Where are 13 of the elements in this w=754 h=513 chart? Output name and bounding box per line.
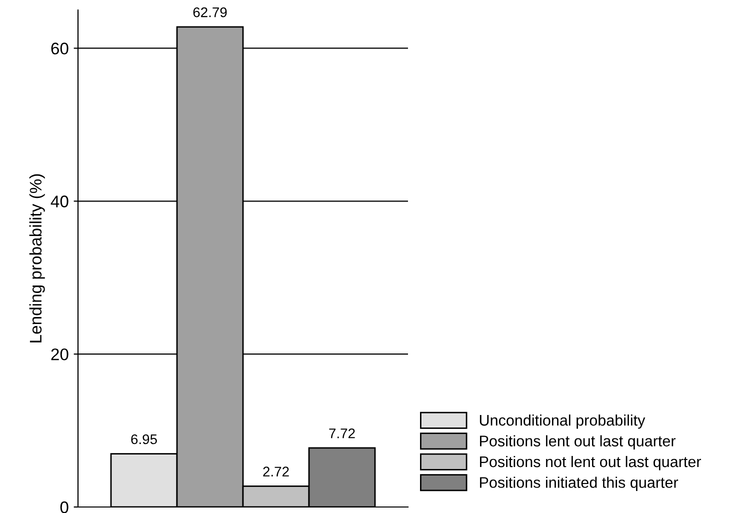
data-label: 2.72 <box>263 466 289 476</box>
legend-label: Unconditional probability <box>480 414 646 429</box>
data-label: 6.95 <box>131 434 157 444</box>
y-tick-label: 20 <box>51 348 68 360</box>
y-tick-label: 40 <box>50 196 68 208</box>
y-axis-title: Lending probability (%) <box>29 174 45 342</box>
legend-label: Positions initiated this quarter <box>480 476 678 491</box>
legend-label: Positions not lent out last quarter <box>480 456 702 470</box>
y-tick-label: 0 <box>60 501 68 513</box>
legend-label: Positions lent out last quarter <box>480 435 676 450</box>
data-label: 62.79 <box>193 7 227 18</box>
y-tick-label: 60 <box>51 42 68 54</box>
data-label: 7.72 <box>329 428 355 438</box>
